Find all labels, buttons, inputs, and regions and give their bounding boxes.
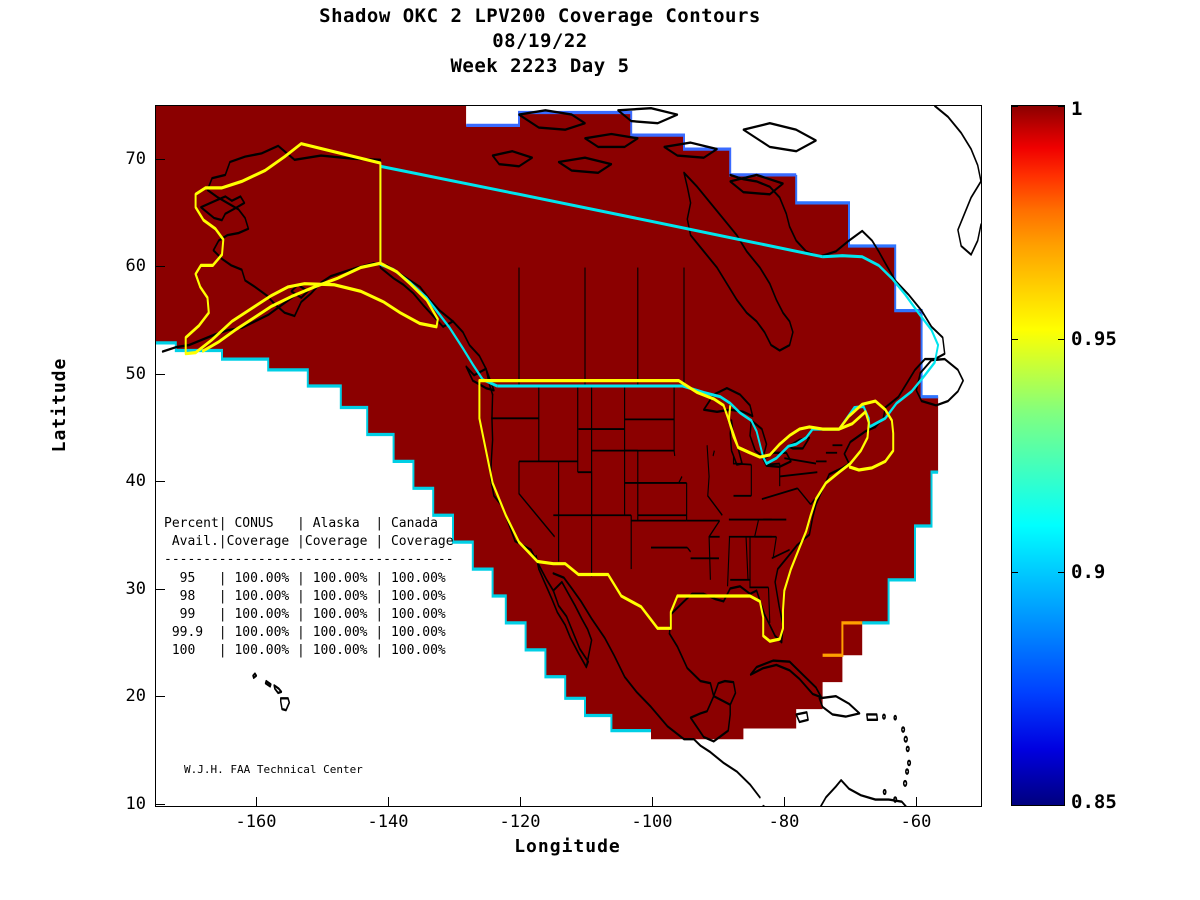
ytick-mark-50 — [156, 374, 165, 375]
xtick-minus60: -60 — [900, 812, 932, 832]
coverage-arctic-notch — [631, 106, 797, 175]
coastline-south-america — [762, 778, 907, 806]
canada-cyan-arctic-diag — [380, 164, 823, 259]
coastline-lesser-antilles — [882, 713, 912, 803]
conus-service-volume — [478, 379, 870, 643]
ytick-mark-20 — [156, 696, 165, 697]
colorbar-tick-085 — [1011, 805, 1018, 806]
coastline-aleutians — [161, 292, 299, 353]
coverage-polygon-main — [156, 106, 939, 740]
coastline-newfoundland — [915, 357, 964, 407]
ytick-mark-30 — [156, 589, 165, 590]
credit-line-1: W.J.H. FAA Technical Center — [184, 763, 363, 776]
alaska-service-volume-south — [201, 261, 381, 354]
coastline-mexico-east — [668, 632, 737, 743]
ytick-mark-70 — [156, 159, 165, 160]
canada-cyan-east — [822, 254, 940, 429]
ytick-mark-10 — [156, 804, 165, 805]
map-plot-area[interactable]: Percent| CONUS | Alaska | Canada Avail.|… — [155, 105, 982, 807]
credit-block: W.J.H. FAA Technical Center WAAS Test Te… — [184, 735, 363, 806]
xtick-minus100: -100 — [631, 812, 673, 832]
colorbar-tick-1-r — [1058, 106, 1065, 107]
coastline-hawaii — [252, 672, 291, 712]
colorbar-label-095: 0.95 — [1071, 328, 1117, 350]
colorbar-gradient — [1011, 105, 1065, 806]
xtick-mark-minus120 — [520, 797, 521, 806]
xtick-minus140: -140 — [367, 812, 409, 832]
colorbar[interactable]: 1 0.95 0.9 0.85 — [1011, 98, 1117, 813]
xtick-minus80: -80 — [768, 812, 800, 832]
canada-service-volume-lakes — [727, 405, 751, 455]
xtick-mark-minus160 — [256, 797, 257, 806]
colorbar-tick-095 — [1011, 339, 1018, 340]
colorbar-tick-09 — [1011, 572, 1018, 573]
coverage-region-fill — [156, 106, 939, 740]
ytick-40: 40 — [125, 471, 146, 491]
ytick-10: 10 — [125, 794, 146, 814]
coastline-canada-east — [729, 173, 946, 429]
y-axis-title: Latitude — [49, 357, 70, 453]
coastline-alaska-main — [206, 144, 454, 328]
colorbar-label-1: 1 — [1071, 98, 1083, 120]
y-axis-ticks: 70 60 50 40 30 20 10 — [0, 0, 146, 900]
coastline-caribbean — [749, 659, 879, 724]
title-line-2: 08/19/22 — [492, 30, 588, 52]
ytick-mark-40 — [156, 481, 165, 482]
xtick-minus120: -120 — [499, 812, 541, 832]
coverage-map — [156, 106, 981, 806]
colorbar-tick-095-r — [1058, 339, 1065, 340]
xtick-mark-minus100 — [652, 797, 653, 806]
colorbar-label-09: 0.9 — [1071, 561, 1106, 583]
title-line-3: Week 2223 Day 5 — [450, 55, 630, 77]
coverage-edge-fringe — [156, 110, 939, 733]
xtick-minus160: -160 — [235, 812, 277, 832]
xtick-mark-minus60 — [916, 797, 917, 806]
colorbar-label-085: 0.85 — [1071, 791, 1117, 813]
colorbar-tick-09-r — [1058, 572, 1065, 573]
ytick-30: 30 — [125, 579, 146, 599]
coastline-us-west — [489, 393, 590, 669]
ytick-70: 70 — [125, 149, 146, 169]
coastline-vancouver-island — [465, 365, 495, 392]
coastline-mexico-west — [552, 572, 761, 799]
ytick-60: 60 — [125, 256, 146, 276]
colorbar-tick-085-r — [1058, 805, 1065, 806]
coastline-alaska — [200, 195, 246, 222]
service-volume-outlines — [184, 142, 895, 643]
ytick-20: 20 — [125, 686, 146, 706]
alaska-service-volume — [184, 142, 439, 356]
coastline-greenland — [934, 106, 981, 256]
us-state-borders — [491, 385, 846, 623]
coastline-gulf-california — [552, 580, 593, 669]
ytick-mark-60 — [156, 266, 165, 267]
coastlines — [161, 106, 981, 806]
canada-service-volume-east — [838, 399, 895, 472]
xtick-mark-minus140 — [388, 797, 389, 806]
xtick-mark-minus80 — [784, 797, 785, 806]
chart-title-block: Shadow OKC 2 LPV200 Coverage Contours 08… — [0, 4, 1080, 79]
ytick-50: 50 — [125, 364, 146, 384]
coastline-arctic-islands — [491, 106, 817, 196]
credit-line-2: WAAS Test Team — [184, 805, 363, 806]
colorbar-tick-1 — [1011, 106, 1018, 107]
coverage-arctic-notch-2 — [466, 106, 519, 126]
title-line-1: Shadow OKC 2 LPV200 Coverage Contours — [319, 5, 761, 27]
x-axis-title: Longitude — [514, 836, 621, 857]
